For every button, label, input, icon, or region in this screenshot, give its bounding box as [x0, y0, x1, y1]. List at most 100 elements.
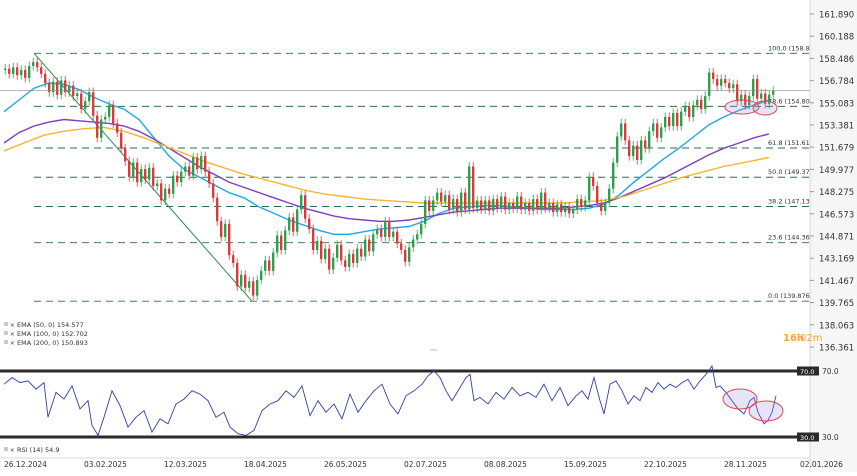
candle-body [236, 263, 239, 287]
price-axis-background [810, 0, 857, 472]
time-tick-label: 28.11.2025 [724, 460, 767, 469]
candle-body [144, 169, 147, 180]
trend-line-segment [33, 53, 253, 302]
candle-body [120, 132, 123, 149]
candle-body [616, 136, 619, 163]
price-tick-label: 153.381 [819, 121, 854, 131]
price-tick-label: 139.765 [819, 299, 854, 309]
candle-body [568, 206, 571, 214]
candle-body [280, 235, 283, 250]
trend-line [33, 53, 253, 302]
candle-body [456, 199, 459, 213]
candle-body [176, 175, 179, 183]
candle-body [32, 62, 35, 67]
candle-body [676, 113, 679, 127]
price-tick-label: 144.871 [819, 232, 854, 242]
candle-body [336, 244, 339, 258]
candle-body [216, 197, 219, 222]
time-tick-label: 02.07.2025 [404, 460, 447, 469]
candle-body [268, 260, 271, 271]
candle-body [532, 199, 535, 211]
candle-body [432, 200, 435, 211]
candle-body [192, 157, 195, 176]
candle-body [304, 195, 307, 219]
candle-body [632, 145, 635, 157]
rsi-highlight-ellipse-1 [722, 388, 758, 410]
candle-body [360, 248, 363, 257]
price-tick-label: 136.361 [819, 344, 854, 354]
candle-body [232, 255, 235, 264]
countdown-minutes: 02m [800, 333, 822, 344]
rsi-axis-label: 30.0 [822, 433, 839, 442]
candle-body [292, 217, 295, 232]
candle-body [68, 85, 71, 93]
candle-body [244, 274, 247, 288]
price-tick-label: 146.573 [819, 210, 854, 220]
candle-body [728, 83, 731, 89]
candle-body [396, 231, 399, 244]
ema-line-0 [3, 82, 770, 235]
candle-body [704, 96, 707, 110]
candle-body [724, 79, 727, 84]
candle-body [184, 166, 187, 172]
candle-body [436, 192, 439, 201]
candle-body [312, 229, 315, 250]
candle-body [516, 196, 519, 209]
legend-x-icon: ✕ [10, 323, 15, 329]
candle-body [428, 200, 431, 211]
candle-body [420, 223, 423, 235]
candle-body [560, 204, 563, 213]
candle-body [508, 203, 511, 210]
rsi-level-tag [797, 432, 819, 442]
candle-body [444, 195, 447, 202]
candle-body [208, 171, 211, 184]
time-tick-label: 03.02.2025 [84, 460, 127, 469]
candle-body [348, 253, 351, 267]
candle-body [156, 183, 159, 187]
candle-body [660, 127, 663, 138]
candle-body [160, 183, 163, 201]
candle-body [608, 188, 611, 204]
rsi-legend-toggle-icon [4, 447, 8, 451]
price-axis: 161.890 160.188 158.486 156.784 155.083 153.3… [809, 0, 857, 472]
candle-body [628, 140, 631, 157]
candle-body [756, 79, 759, 99]
candle-body [484, 200, 487, 210]
candle-body [108, 105, 111, 117]
time-tick-label: 22.10.2025 [644, 460, 687, 469]
candle-body [524, 203, 527, 210]
rsi-line [3, 364, 777, 437]
candle-body [36, 62, 39, 68]
candle-body [124, 148, 127, 162]
candle-body [288, 217, 291, 231]
candle-body [580, 199, 583, 207]
rsi-highlight-ellipse-2 [748, 400, 784, 422]
fibonacci-label: 0.0 (139.876) [768, 292, 812, 300]
candle-body [212, 183, 215, 198]
candle-body [196, 157, 199, 170]
rsi-legend-label: RSI (14) 54.9 [17, 446, 60, 454]
candle-body [584, 200, 587, 207]
candle-body [260, 270, 263, 280]
indicator-legend: ✕ EMA (50, 0) 154.577✕ EMA (100, 0) 152.70… [4, 321, 88, 347]
candle-body [12, 67, 15, 74]
price-tick-label: 156.784 [819, 77, 854, 87]
time-tick-label: 26.05.2025 [324, 460, 367, 469]
candle-body [324, 248, 327, 260]
price-tick-label: 138.063 [819, 321, 854, 331]
candle-body [504, 196, 507, 210]
countdown-hours: 16h [783, 333, 804, 344]
candle-body [92, 92, 95, 116]
fibonacci-label: 23.6 (144.360) [768, 234, 817, 242]
fibonacci-levels: 100.0 (158.874) 78.6 (154.808) 61.8 (151.6… [34, 44, 821, 302]
candle-body [472, 166, 475, 209]
price-tick-label: 155.083 [819, 99, 854, 109]
candle-body [100, 119, 103, 138]
candle-body [548, 203, 551, 209]
candle-body [540, 192, 543, 210]
time-tick-label: 26.12.2024 [4, 460, 47, 469]
candle-body [408, 247, 411, 262]
candlestick-series [4, 57, 775, 301]
